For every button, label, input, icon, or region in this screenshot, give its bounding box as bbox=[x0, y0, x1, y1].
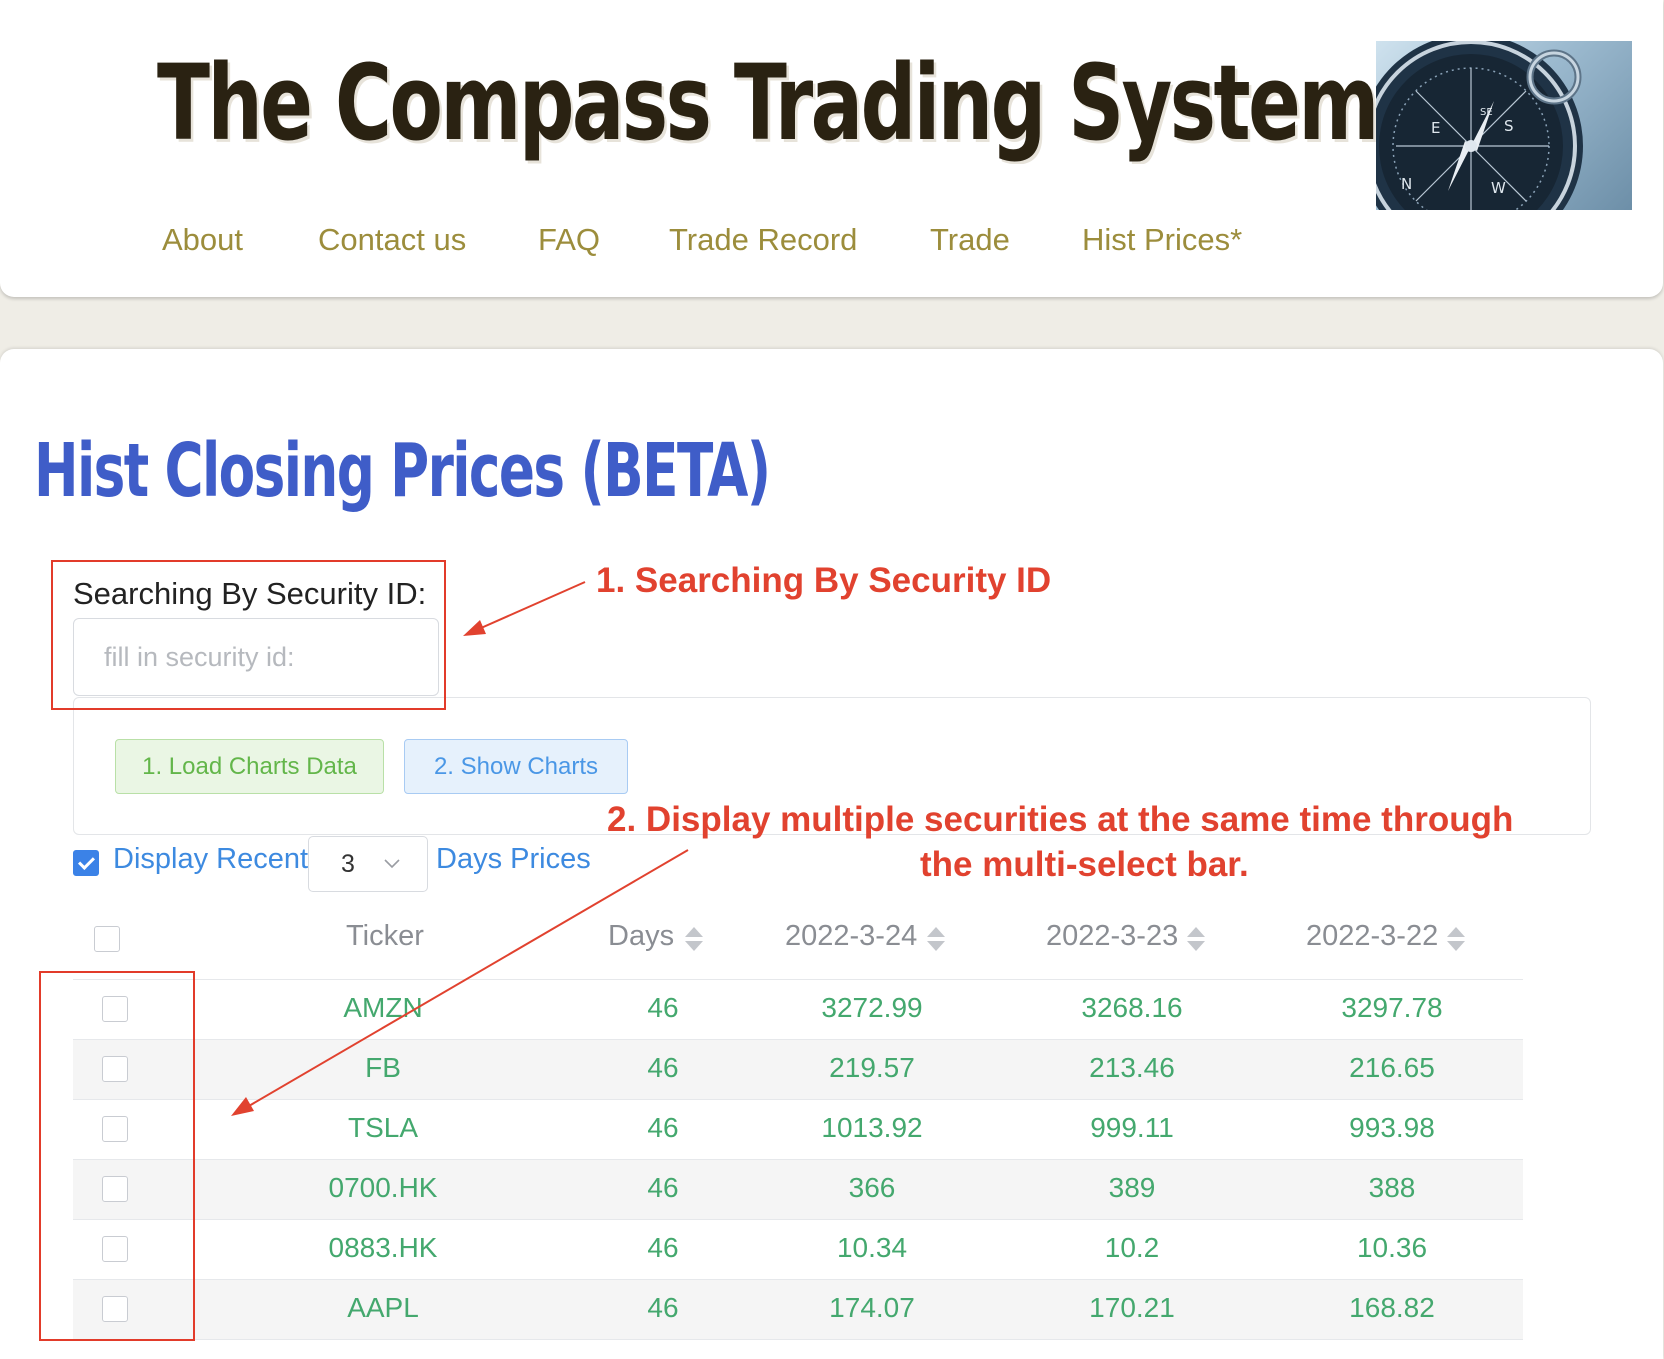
days-cell: 46 bbox=[647, 1172, 679, 1203]
security-id-input[interactable] bbox=[73, 618, 439, 696]
price-cell: 1013.92 bbox=[821, 1112, 923, 1143]
price-cell: 3272.99 bbox=[821, 992, 923, 1023]
svg-text:W: W bbox=[1491, 179, 1506, 197]
site-title: The Compass Trading System bbox=[157, 42, 1379, 164]
price-cell: 10.36 bbox=[1356, 1232, 1428, 1263]
row-select-checkbox[interactable] bbox=[102, 996, 128, 1022]
nav-trade[interactable]: Trade bbox=[930, 222, 1010, 257]
price-cell: 219.57 bbox=[829, 1052, 915, 1083]
compass-icon: E S SE W N bbox=[1376, 41, 1632, 210]
ticker-cell: 0700.HK bbox=[328, 1172, 438, 1203]
price-cell: 3297.78 bbox=[1341, 992, 1443, 1023]
days-cell: 46 bbox=[647, 1052, 679, 1083]
header-divider bbox=[73, 979, 1523, 980]
price-cell: 389 bbox=[1108, 1172, 1156, 1203]
price-cell: 388 bbox=[1368, 1172, 1416, 1203]
search-label: Searching By Security ID: bbox=[73, 576, 427, 611]
table-row-divider bbox=[73, 1279, 1523, 1280]
table-row-divider bbox=[73, 1099, 1523, 1100]
column-header-date-2[interactable]: 2022-3-23 bbox=[1046, 920, 1179, 952]
annotation-multiselect-line1: 2. Display multiple securities at the sa… bbox=[607, 800, 1514, 839]
table-row-divider bbox=[73, 1339, 1523, 1340]
page-title: Hist Closing Prices (BETA) bbox=[34, 428, 771, 514]
row-select-highlight-box bbox=[39, 971, 195, 1341]
price-cell: 174.07 bbox=[829, 1292, 915, 1323]
table-row-divider bbox=[73, 1039, 1523, 1040]
load-charts-data-button[interactable]: 1. Load Charts Data bbox=[115, 739, 384, 794]
sort-icon[interactable] bbox=[683, 925, 705, 953]
ticker-cell: TSLA bbox=[347, 1112, 419, 1143]
price-cell: 993.98 bbox=[1349, 1112, 1435, 1143]
table-row-divider bbox=[73, 1159, 1523, 1160]
price-cell: 10.2 bbox=[1104, 1232, 1160, 1263]
days-prices-label: Days Prices bbox=[436, 843, 591, 875]
column-header-date-1[interactable]: 2022-3-24 bbox=[785, 920, 918, 952]
price-cell: 366 bbox=[848, 1172, 896, 1203]
sort-icon[interactable] bbox=[925, 925, 947, 953]
svg-text:N: N bbox=[1401, 175, 1412, 193]
days-cell: 46 bbox=[647, 992, 679, 1023]
ticker-cell: AMZN bbox=[343, 992, 423, 1023]
days-cell: 46 bbox=[647, 1112, 679, 1143]
nav-trade-record[interactable]: Trade Record bbox=[669, 222, 858, 257]
row-select-checkbox[interactable] bbox=[102, 1176, 128, 1202]
price-cell: 10.34 bbox=[836, 1232, 908, 1263]
show-charts-button[interactable]: 2. Show Charts bbox=[404, 739, 628, 794]
ticker-cell: 0883.HK bbox=[328, 1232, 438, 1263]
svg-text:E: E bbox=[1431, 119, 1440, 137]
row-select-checkbox[interactable] bbox=[102, 1056, 128, 1082]
price-cell: 213.46 bbox=[1089, 1052, 1175, 1083]
column-header-date-3[interactable]: 2022-3-22 bbox=[1306, 920, 1439, 952]
price-cell: 216.65 bbox=[1349, 1052, 1435, 1083]
sort-icon[interactable] bbox=[1185, 925, 1207, 953]
annotation-search: 1. Searching By Security ID bbox=[596, 561, 1052, 600]
column-header-ticker: Ticker bbox=[346, 920, 424, 952]
nav-contact-us[interactable]: Contact us bbox=[318, 222, 467, 257]
days-cell: 46 bbox=[647, 1292, 679, 1323]
annotation-multiselect-line2: the multi-select bar. bbox=[920, 845, 1249, 884]
chevron-down-icon bbox=[384, 859, 400, 869]
table-row-stripe bbox=[73, 1040, 1523, 1099]
days-cell: 46 bbox=[647, 1232, 679, 1263]
table-row-divider bbox=[73, 1219, 1523, 1220]
svg-text:S: S bbox=[1504, 117, 1514, 135]
row-select-checkbox[interactable] bbox=[102, 1236, 128, 1262]
nav-hist-prices[interactable]: Hist Prices* bbox=[1082, 222, 1243, 257]
select-all-checkbox[interactable] bbox=[94, 926, 120, 952]
price-cell: 168.82 bbox=[1349, 1292, 1435, 1323]
table-row-stripe bbox=[73, 1280, 1523, 1339]
svg-text:SE: SE bbox=[1480, 107, 1493, 118]
display-recent-checkbox[interactable] bbox=[73, 850, 99, 876]
price-cell: 3268.16 bbox=[1081, 992, 1183, 1023]
sort-icon[interactable] bbox=[1445, 925, 1467, 953]
table-row-stripe bbox=[73, 1160, 1523, 1219]
days-select[interactable]: 3 bbox=[308, 836, 428, 892]
row-select-checkbox[interactable] bbox=[102, 1296, 128, 1322]
price-cell: 170.21 bbox=[1089, 1292, 1175, 1323]
nav-about[interactable]: About bbox=[162, 222, 244, 257]
column-header-days[interactable]: Days bbox=[608, 920, 675, 952]
ticker-cell: FB bbox=[365, 1052, 401, 1083]
ticker-cell: AAPL bbox=[347, 1292, 419, 1323]
search-highlight-box bbox=[51, 560, 446, 710]
nav-faq[interactable]: FAQ bbox=[538, 222, 601, 257]
row-select-checkbox[interactable] bbox=[102, 1116, 128, 1142]
days-select-value: 3 bbox=[341, 850, 355, 878]
display-recent-label: Display Recent bbox=[113, 843, 309, 875]
price-cell: 999.11 bbox=[1090, 1112, 1174, 1143]
